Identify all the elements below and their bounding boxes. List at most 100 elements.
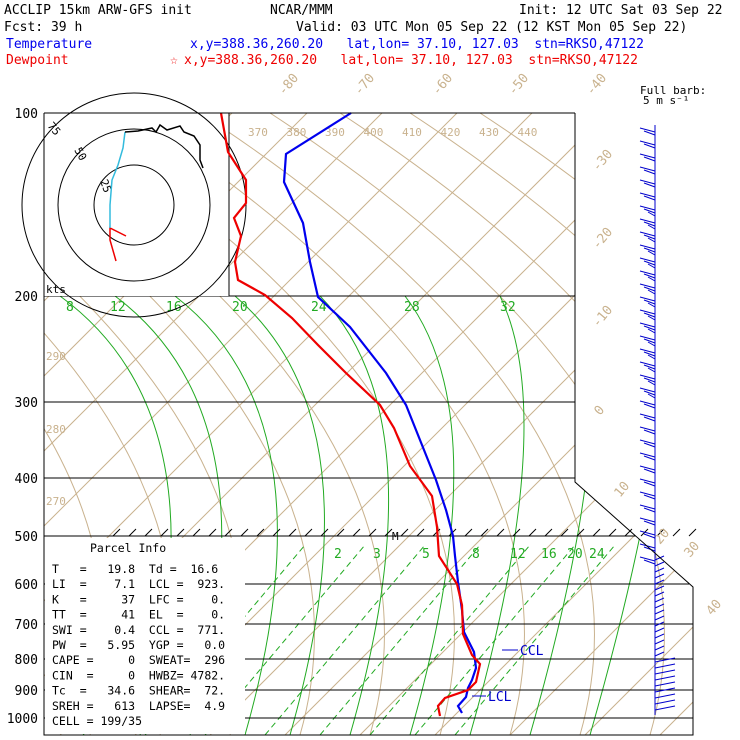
hodograph-label-25: 25 — [97, 178, 114, 195]
hodograph-ring-25 — [93, 164, 175, 246]
hatch-mark — [624, 528, 633, 537]
wind-barb-low — [654, 633, 665, 639]
wind-barb-low — [654, 639, 665, 645]
wind-barb-low — [654, 693, 676, 699]
wind-barb — [643, 481, 656, 487]
wind-barb — [639, 400, 656, 406]
wind-barb-low — [654, 585, 665, 591]
wind-barb — [647, 250, 656, 256]
pressure-label-500: 500 — [15, 530, 38, 545]
theta-label: 400 — [364, 126, 384, 139]
wind-barb — [639, 348, 656, 354]
wind-barb — [639, 244, 656, 250]
wind-barb — [643, 286, 656, 292]
wind-barb — [639, 361, 656, 367]
hatch-mark — [576, 528, 585, 537]
isotherm-label: 0 — [592, 403, 609, 419]
wind-barb — [643, 208, 656, 214]
isotherm-line — [209, 113, 693, 735]
hatch-mark — [464, 528, 473, 537]
theta-label: 370 — [248, 126, 268, 139]
lcl-label: LCL — [488, 690, 512, 705]
parcel-info-row: LI = 7.1 LCL = 923. — [52, 577, 225, 591]
barb-legend-unit: 5 m s⁻¹ — [643, 94, 689, 107]
isotherm-label: -30 — [590, 147, 617, 175]
wind-barb — [643, 507, 656, 513]
wind-barb — [639, 270, 656, 276]
hatch-mark — [608, 528, 617, 537]
hodograph-panel — [44, 113, 229, 296]
wind-barb — [643, 429, 656, 435]
hatch-mark — [528, 528, 537, 537]
dry-adiabat — [44, 113, 315, 735]
isotherm-label: 30 — [682, 539, 704, 561]
wind-barb-low — [654, 705, 676, 711]
hatch-mark — [320, 528, 329, 537]
pressure-label-200: 200 — [15, 290, 38, 305]
isotherm-line — [0, 113, 7, 735]
hodograph-trace-low — [109, 226, 127, 262]
isotherm-line — [735, 113, 740, 735]
wind-barb — [643, 169, 656, 175]
mixing-ratio-label: 2 — [334, 547, 342, 562]
wind-barb — [639, 309, 656, 315]
hatch-mark — [480, 528, 489, 537]
parcel-info-box: Parcel Info T = 19.8 Td = 16.6LI = 7.1 L… — [45, 538, 245, 734]
wind-barb — [639, 153, 656, 159]
wind-barb — [643, 221, 656, 227]
isotherm-label: -50 — [506, 71, 533, 99]
hodograph: 25 50 75 kts — [21, 92, 247, 318]
hatch-mark — [656, 528, 665, 537]
wind-barb — [643, 559, 656, 565]
ccl-label: CCL — [520, 644, 544, 659]
wind-barb — [647, 380, 656, 386]
wind-barb — [639, 426, 656, 432]
theta-label: 390 — [325, 126, 345, 139]
wind-barb — [639, 491, 656, 497]
wind-barb — [639, 296, 656, 302]
moist-adiabat — [319, 295, 389, 735]
pressure-label-900: 900 — [15, 684, 38, 699]
wind-barb-low — [654, 645, 665, 651]
hodograph-ring-50 — [57, 128, 211, 282]
wind-barb — [639, 205, 656, 211]
wind-barb-low — [654, 699, 676, 705]
wind-barb — [639, 452, 656, 458]
moist-adiabat — [404, 295, 455, 735]
pressure-label-100: 100 — [15, 107, 38, 122]
dewpoint-location: x,y=388.36,260.20 lat,lon= 37.10, 127.03… — [184, 53, 638, 68]
theta-label: 430 — [479, 126, 499, 139]
theta-e-label: 32 — [500, 300, 516, 315]
hatch-mark — [304, 528, 313, 537]
isotherm-line — [44, 113, 458, 735]
wind-barb — [639, 179, 656, 185]
theta-label-left: 290 — [46, 350, 66, 363]
star-icon: ☆ — [170, 53, 178, 68]
wind-barb — [643, 338, 656, 344]
wind-barb — [643, 195, 656, 201]
hatch-mark — [496, 528, 505, 537]
valid-time: Valid: 03 UTC Mon 05 Sep 22 (12 KST Mon … — [296, 20, 687, 35]
hatch-mark — [384, 528, 393, 537]
wind-barb — [643, 247, 656, 253]
parcel-info-title: Parcel Info — [90, 541, 166, 555]
theta-e-label: 8 — [66, 300, 74, 315]
theta-e-label: 28 — [404, 300, 420, 315]
theta-e-label: 20 — [232, 300, 248, 315]
wind-barb — [643, 273, 656, 279]
mixing-ratio-label: 5 — [422, 547, 430, 562]
wind-barb — [643, 156, 656, 162]
isotherm-line — [44, 113, 533, 735]
hatch-mark — [176, 528, 185, 537]
parcel-info-row: T = 19.8 Td = 16.6 — [52, 562, 218, 576]
parcel-info-rows: T = 19.8 Td = 16.6LI = 7.1 LCL = 923.K =… — [52, 562, 225, 728]
dewpoint-legend: Dewpoint — [6, 53, 69, 68]
wind-barb — [639, 517, 656, 523]
hatch-mark — [288, 528, 297, 537]
hatch-mark — [256, 528, 265, 537]
pressure-label-300: 300 — [15, 396, 38, 411]
isotherm-label: 10 — [612, 479, 634, 501]
hatch-mark — [688, 528, 697, 537]
sounding-profiles: CCL LCL — [219, 112, 544, 717]
wind-barb — [643, 182, 656, 188]
